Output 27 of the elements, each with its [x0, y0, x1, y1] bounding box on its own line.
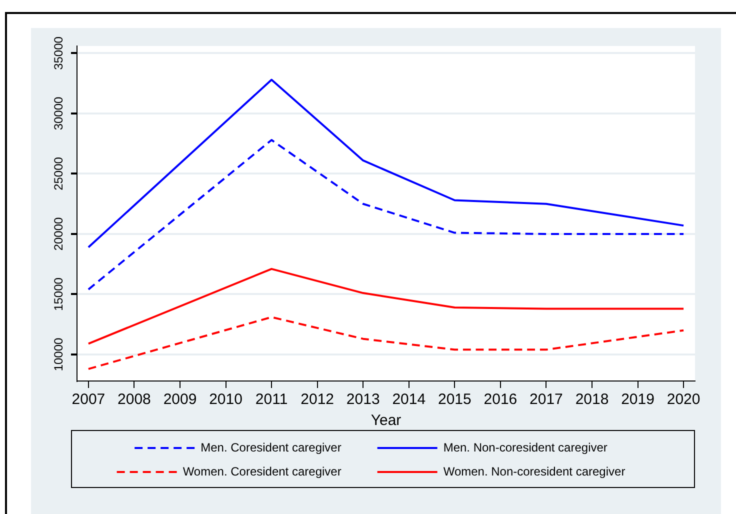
line-series — [87, 316, 685, 370]
x-tick-label: 2019 — [621, 391, 654, 408]
x-tick-label: 2015 — [438, 391, 472, 408]
x-tick-label: 2014 — [392, 391, 426, 408]
legend-label: Women. Non-coresident caregiver — [443, 464, 650, 478]
x-tick-label: 2008 — [118, 391, 151, 408]
x-tick-label: 2012 — [300, 391, 334, 408]
legend-label: Men. Coresident caregiver — [200, 440, 366, 454]
y-tick-label: 20000 — [51, 216, 66, 251]
line-series — [87, 138, 685, 290]
x-tick-label: 2017 — [530, 391, 563, 408]
x-tick-label: 2010 — [209, 391, 242, 408]
legend-label: Men. Non-coresident caregiver — [443, 440, 632, 454]
x-tick-label: 2020 — [666, 391, 700, 408]
y-tick-label: 35000 — [51, 36, 66, 70]
x-tick-label: 2013 — [346, 391, 380, 408]
y-tick-label: 10000 — [51, 337, 66, 372]
x-tick-label: 2009 — [163, 391, 197, 408]
x-tick-label: 2018 — [575, 391, 609, 408]
x-tick-label: 2016 — [484, 391, 518, 408]
x-tick-label: 2011 — [255, 391, 288, 408]
x-axis-title: Year — [370, 412, 402, 430]
y-tick-label: 15000 — [51, 277, 66, 311]
y-tick-label: 25000 — [51, 156, 66, 190]
x-tick-label: 2007 — [72, 391, 106, 408]
legend-label: Women. Coresident caregiver — [182, 464, 366, 478]
y-tick-label: 30000 — [51, 96, 66, 130]
